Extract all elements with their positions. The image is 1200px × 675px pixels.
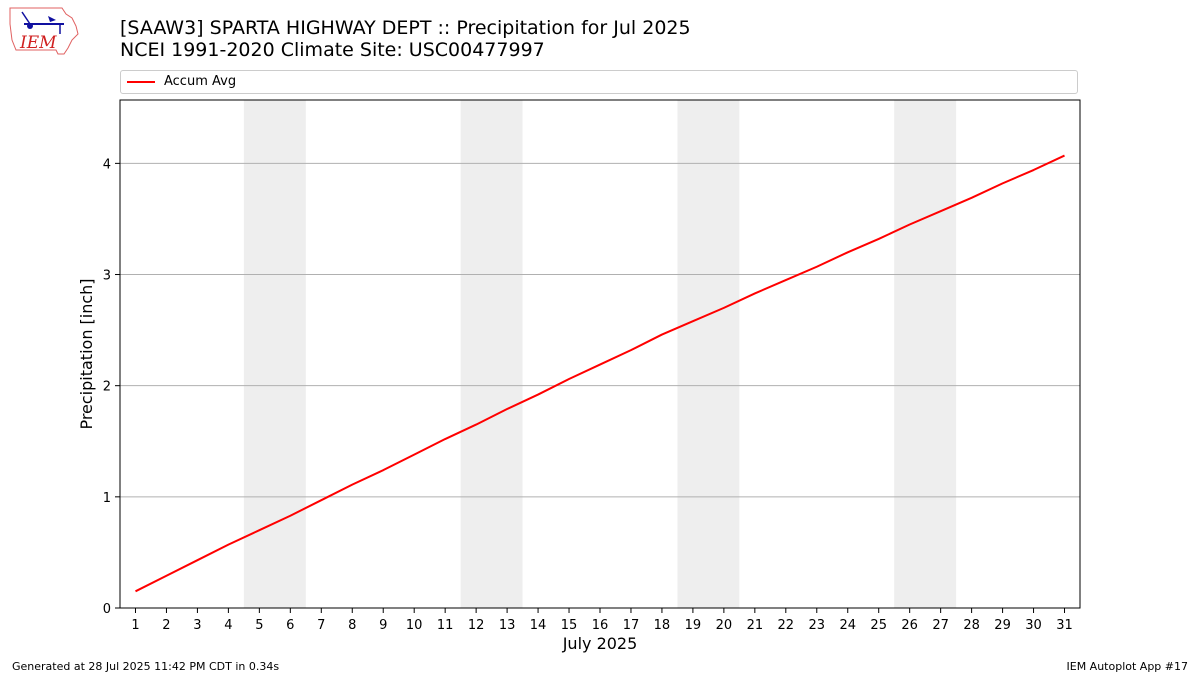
- title-line-2: NCEI 1991-2020 Climate Site: USC00477997: [120, 39, 545, 61]
- chart-title: [SAAW3] SPARTA HIGHWAY DEPT :: Precipita…: [120, 17, 691, 61]
- iem-logo-icon: IEM: [9, 7, 79, 55]
- x-tick-label-22: 22: [778, 618, 795, 633]
- x-tick-label-27: 27: [932, 618, 949, 633]
- x-tick-label-5: 5: [255, 618, 263, 633]
- weekend-span-3: [677, 100, 740, 608]
- legend-swatch: [127, 81, 155, 83]
- x-tick-label-29: 29: [994, 618, 1011, 633]
- weekend-span-4: [894, 100, 957, 608]
- x-tick-label-8: 8: [348, 618, 356, 633]
- weekend-spans: [243, 100, 957, 608]
- x-tick-label-17: 17: [623, 618, 640, 633]
- y-tick-label-0: 0: [103, 602, 111, 617]
- footer-generated: Generated at 28 Jul 2025 11:42 PM CDT in…: [12, 660, 280, 673]
- iem-logo: IEM: [6, 4, 82, 60]
- weekend-span-1: [243, 100, 306, 608]
- y-tick-label-4: 4: [103, 157, 111, 172]
- x-tick-label-30: 30: [1025, 618, 1042, 633]
- y-axis: 0 1 2 3 4: [103, 157, 120, 617]
- x-tick-label-2: 2: [162, 618, 170, 633]
- x-axis: 1 2 3 4 5 6 7 8 9 10 11 12 13 14 15 16 17 18 19 20 21 22 23 24 2…: [131, 608, 1073, 633]
- x-tick-label-1: 1: [131, 618, 139, 633]
- footer-app: IEM Autoplot App #17: [1066, 660, 1189, 673]
- x-tick-label-23: 23: [809, 618, 826, 633]
- x-tick-label-15: 15: [561, 618, 578, 633]
- legend: Accum Avg: [120, 70, 1078, 94]
- x-tick-label-25: 25: [870, 618, 887, 633]
- x-tick-label-13: 13: [499, 618, 516, 633]
- x-tick-label-31: 31: [1056, 618, 1073, 633]
- x-tick-label-14: 14: [530, 618, 547, 633]
- x-tick-label-21: 21: [747, 618, 764, 633]
- grid-lines: [120, 162, 1080, 498]
- x-tick-label-12: 12: [468, 618, 485, 633]
- weekend-span-2: [460, 100, 523, 608]
- x-tick-label-26: 26: [901, 618, 918, 633]
- logo-text: IEM: [19, 33, 57, 53]
- x-tick-label-9: 9: [379, 618, 387, 633]
- x-tick-label-19: 19: [685, 618, 702, 633]
- x-tick-label-3: 3: [193, 618, 201, 633]
- x-axis-label: July 2025: [562, 634, 638, 653]
- y-axis-label: Precipitation [inch]: [77, 278, 96, 429]
- x-tick-label-16: 16: [592, 618, 609, 633]
- x-tick-label-18: 18: [654, 618, 671, 633]
- x-tick-label-6: 6: [286, 618, 294, 633]
- y-tick-label-2: 2: [103, 380, 111, 395]
- x-tick-label-11: 11: [437, 618, 454, 633]
- x-tick-label-4: 4: [224, 618, 232, 633]
- legend-label: Accum Avg: [164, 74, 237, 89]
- series-line-accum-avg: [135, 154, 1065, 593]
- y-tick-label-3: 3: [103, 269, 111, 284]
- y-tick-label-1: 1: [103, 491, 111, 506]
- x-tick-label-28: 28: [963, 618, 980, 633]
- series-layer: [135, 154, 1065, 593]
- x-tick-label-7: 7: [317, 618, 325, 633]
- x-tick-label-24: 24: [839, 618, 856, 633]
- x-tick-label-10: 10: [406, 618, 423, 633]
- x-tick-label-20: 20: [716, 618, 733, 633]
- title-line-1: [SAAW3] SPARTA HIGHWAY DEPT :: Precipita…: [120, 17, 691, 39]
